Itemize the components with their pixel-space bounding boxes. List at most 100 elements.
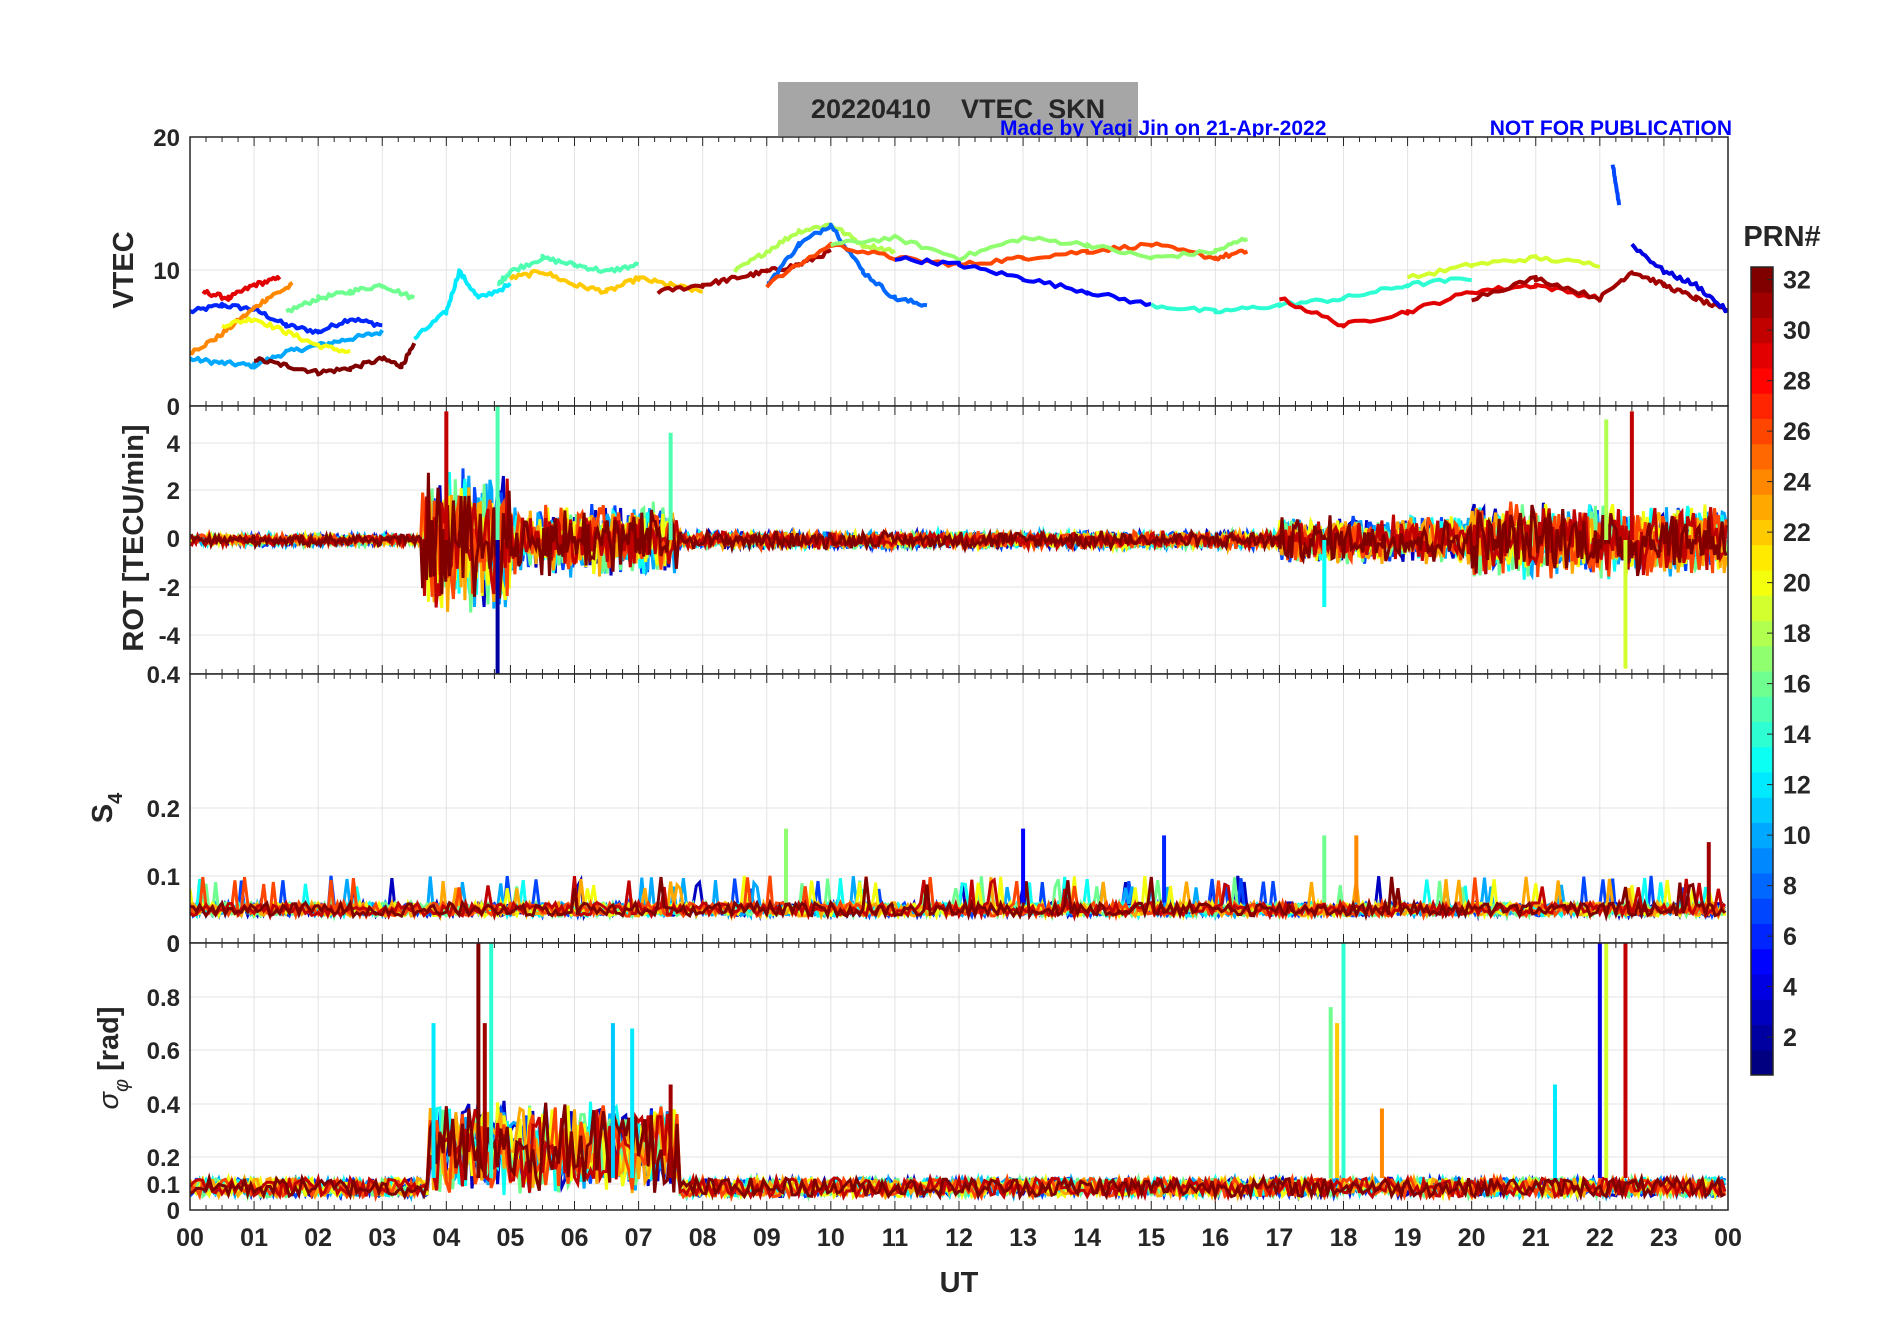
colorbar-segment [1751,292,1773,318]
colorbar-tick-label: 32 [1783,267,1811,295]
y-tick-label: 10 [153,258,180,285]
colorbar-segment [1751,469,1773,495]
rot-ylabel: ROT [TECU/min] [118,424,150,651]
colorbar-segment [1751,822,1773,849]
x-tick-label: 20 [1458,1224,1486,1252]
x-tick-labels: 00 01 02 03 04 05 06 07 08 09 10 11 12 13 14 15 16 17 18 19… [176,1224,1742,1252]
vtec-series-line [1471,270,1728,313]
x-tick-label: 08 [689,1224,717,1252]
y-tick-label: 2 [167,478,180,505]
y-tick-label: -4 [159,623,181,650]
x-tick-label: 09 [753,1224,781,1252]
y-tick-label: 0.4 [147,1092,181,1119]
title: 20220410 VTEC SKN [811,94,1105,124]
colorbar-segment [1751,898,1773,924]
x-tick-label: 07 [625,1224,653,1252]
vtec-series-line [254,342,417,377]
x-tick-label: 05 [497,1224,525,1252]
vtec-series-line [496,253,640,286]
vtec-series-line [1279,282,1602,329]
x-tick-label: 01 [240,1224,268,1252]
vtec-series-line [1610,164,1622,206]
rot-panel: -4 -2 0 2 4 [159,405,1729,675]
vtec-series-line [508,268,703,295]
x-tick-label: 10 [817,1224,845,1252]
s4-series-line [190,875,1726,922]
x-tick-label: 04 [432,1224,460,1252]
colorbar-tick-label: 2 [1783,1024,1797,1052]
sigma-series-line [190,1102,1726,1203]
y-tick-label: 0 [167,394,180,421]
x-axis-label: UT [940,1267,979,1299]
colorbar-segment [1751,342,1773,369]
colorbar-segment [1751,797,1773,823]
x-tick-label: 06 [561,1224,589,1252]
vtec-series-line [413,268,512,341]
colorbar-title: PRN# [1743,221,1820,253]
x-tick-label: 11 [882,1224,909,1252]
not-for-publication-text: NOT FOR PUBLICATION [1490,117,1732,140]
colorbar-tick-label: 12 [1783,772,1811,800]
y-tick-label: 0 [167,931,180,958]
x-tick-label: 19 [1394,1224,1422,1252]
x-tick-label: 16 [1201,1224,1229,1252]
colorbar-segment [1751,923,1773,950]
colorbar-segment [1751,494,1773,520]
y-tick-label: 0.4 [147,662,181,689]
y-tick-label: 0.1 [147,864,180,891]
y-tick-label: 0.8 [147,985,180,1012]
vtec-series-line [1150,276,1472,315]
x-tick-label: 14 [1073,1224,1101,1252]
y-tick-label: 0 [167,931,180,958]
colorbar-tick-label: 16 [1783,671,1811,699]
colorbar-segment [1751,393,1773,419]
colorbar-tick-label: 6 [1783,923,1797,951]
colorbar-segment [1751,873,1773,899]
credit-text: Made by Yaqi Jin on 21-Apr-2022 [1000,117,1326,140]
colorbar-tick-label: 28 [1783,368,1811,396]
vtec-series-line [733,222,897,274]
vtec-series-line [190,329,384,370]
x-tick-label: 17 [1266,1224,1294,1252]
y-tick-label: 0.6 [147,1038,180,1065]
y-tick-label: 0.2 [147,796,180,823]
y-tick-label: 20 [153,125,180,152]
colorbar-segment [1751,267,1773,293]
colorbar-segment [1751,519,1773,546]
vtec-series-line [894,255,1152,307]
vtec-series-line [190,281,294,356]
x-tick-label: 03 [368,1224,396,1252]
colorbar-segment [1751,948,1773,975]
sigma-phi-ylabel: σφ [rad] [93,1006,133,1109]
colorbar-tick-label: 18 [1783,620,1811,648]
colorbar-segment [1751,544,1773,571]
y-tick-label: -2 [159,575,180,602]
x-tick-label: 21 [1522,1224,1550,1252]
colorbar-tick-label: 24 [1783,469,1811,497]
vtec-series-line [1406,254,1601,280]
vtec-series-line [285,282,416,314]
colorbar-tick-label: 10 [1783,822,1811,850]
s4-series-line [190,876,1726,922]
colorbar-segment [1751,595,1773,621]
colorbar-segment [1751,368,1773,394]
y-tick-label: 0.1 [147,1172,180,1199]
s4-ylabel: S4 [87,792,127,823]
y-tick-label: 0 [167,526,180,553]
x-tick-label: 00 [176,1224,204,1252]
colorbar-segment [1751,1049,1773,1076]
x-tick-label: 22 [1586,1224,1614,1252]
colorbar-tick-label: 30 [1783,317,1811,345]
colorbar-tick-label: 14 [1783,721,1811,749]
x-tick-label: 12 [945,1224,973,1252]
colorbar-segment [1751,671,1773,697]
y-tick-label: 4 [167,431,181,458]
title-box [778,82,1138,136]
y-tick-label: 0.2 [147,1145,180,1172]
s4-panel: 00.10.20.40 [147,662,1729,958]
colorbar-segment [1751,974,1773,1000]
x-tick-label: 00 [1714,1224,1742,1252]
colorbar-segment [1751,620,1773,647]
colorbar-segment [1751,317,1773,344]
